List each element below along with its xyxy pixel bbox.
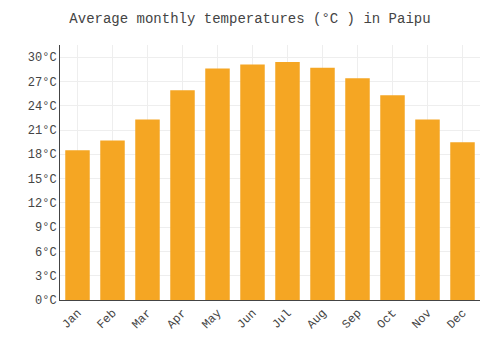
- svg-text:Feb: Feb: [94, 307, 119, 332]
- svg-text:24°C: 24°C: [28, 100, 57, 114]
- svg-text:9°C: 9°C: [35, 221, 57, 235]
- svg-text:Nov: Nov: [409, 307, 434, 332]
- svg-text:3°C: 3°C: [35, 270, 57, 284]
- svg-text:Dec: Dec: [444, 307, 469, 332]
- svg-text:Sep: Sep: [339, 307, 364, 332]
- svg-text:30°C: 30°C: [28, 51, 57, 65]
- svg-text:27°C: 27°C: [28, 76, 57, 90]
- svg-text:18°C: 18°C: [28, 148, 57, 162]
- svg-text:Jan: Jan: [59, 307, 84, 332]
- svg-text:Jun: Jun: [234, 307, 259, 332]
- svg-text:15°C: 15°C: [28, 173, 57, 187]
- svg-text:Apr: Apr: [164, 307, 189, 332]
- svg-text:Oct: Oct: [374, 307, 399, 332]
- svg-text:21°C: 21°C: [28, 124, 57, 138]
- svg-text:Average monthly temperatures (: Average monthly temperatures (°C ) in Pa…: [69, 11, 430, 27]
- svg-text:Aug: Aug: [304, 307, 329, 332]
- svg-text:6°C: 6°C: [35, 246, 57, 260]
- svg-text:12°C: 12°C: [28, 197, 57, 211]
- svg-text:Jul: Jul: [269, 307, 294, 332]
- svg-text:Mar: Mar: [129, 307, 154, 332]
- svg-text:0°C: 0°C: [35, 294, 57, 308]
- svg-text:May: May: [199, 307, 224, 332]
